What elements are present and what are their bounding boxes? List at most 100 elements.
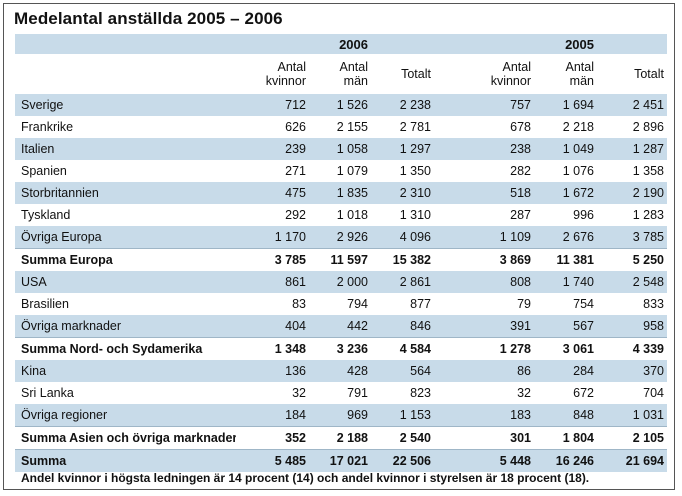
year-header-row: 2006 2005: [15, 34, 667, 54]
cell-total-2006: 4 096: [371, 226, 434, 249]
cell-total-2005: 833: [643, 297, 664, 311]
document-frame: Medelantal anställda 2005 – 2006 2006 20…: [3, 3, 675, 490]
table-row: USA 861 2 000 2 861 808 1 740 2 548: [15, 271, 667, 293]
cell-women-2005: 808: [434, 271, 534, 293]
cell-total-2006: 846: [371, 315, 434, 338]
cell-women-2006: 184: [236, 404, 309, 427]
cell-women-2006: 292: [285, 208, 306, 222]
col-women-line2: kvinnor: [490, 74, 531, 88]
table-body: 2006 2005 Antal kvinnor Antal män Totalt A…: [15, 34, 667, 472]
cell-men-2005: 1 076: [562, 164, 594, 178]
cell-total-2005: 2 548: [597, 271, 667, 293]
cell-total-2006: 22 506: [371, 449, 434, 472]
cell-men-2005: 1 740: [534, 271, 597, 293]
row-label: Sverige: [15, 94, 236, 116]
cell-men-2005: 567: [534, 315, 597, 338]
cell-men-2006: 17 021: [309, 449, 371, 472]
row-label: USA: [15, 271, 236, 293]
table-summary-row: Summa Europa 3 785 11 597 15 382 3 869 11 381…: [15, 248, 667, 271]
year-2005-label: 2005: [534, 34, 597, 54]
cell-men-2006: 969: [309, 404, 371, 427]
table-row: Övriga regioner 184 969 1 153 183 848 1 031: [15, 404, 667, 427]
cell-total-2005: 1 031: [597, 404, 667, 427]
cell-total-2006: 823: [410, 386, 431, 400]
row-label: Italien: [15, 138, 236, 160]
cell-women-2006: 271: [285, 164, 306, 178]
cell-total-2006: 1 297: [371, 138, 434, 160]
cell-men-2006: 428: [309, 360, 371, 382]
cell-total-2005: 5 250: [597, 248, 667, 271]
cell-men-2006: 791: [347, 386, 368, 400]
cell-total-2006: 1 310: [399, 208, 431, 222]
cell-women-2005: 1 278: [434, 337, 534, 360]
cell-women-2006: 352: [236, 426, 309, 450]
table-row: Sverige 712 1 526 2 238 757 1 694 2 451: [15, 94, 667, 116]
row-label: Frankrike: [21, 120, 74, 134]
cell-women-2005: 79: [517, 297, 531, 311]
cell-women-2005: 86: [434, 360, 534, 382]
cell-total-2006: 15 382: [371, 248, 434, 271]
cell-men-2006: 3 236: [309, 337, 371, 360]
cell-total-2006: 2 781: [399, 120, 431, 134]
cell-men-2005: 1 049: [534, 138, 597, 160]
cell-men-2006: 794: [347, 297, 368, 311]
year-header-spacer: [597, 34, 667, 54]
table-row: Övriga marknader 404 442 846 391 567 958: [15, 315, 667, 338]
table-row: Storbritannien 475 1 835 2 310 518 1 672 2 190: [15, 182, 667, 204]
cell-total-2006: 877: [410, 297, 431, 311]
cell-total-2005: 370: [597, 360, 667, 382]
cell-men-2006: 11 597: [309, 248, 371, 271]
col-women-line1: Antal: [502, 60, 532, 74]
cell-total-2005: 2 896: [632, 120, 664, 134]
col-men-line2: män: [569, 74, 594, 88]
cell-women-2006: 1 348: [236, 337, 309, 360]
cell-women-2005: 183: [434, 404, 534, 427]
cell-men-2005: 1 694: [534, 94, 597, 116]
table-summary-row: Summa 5 485 17 021 22 506 5 448 16 246 21 694: [15, 449, 667, 472]
cell-men-2005: 11 381: [534, 248, 597, 271]
table-row: Italien 239 1 058 1 297 238 1 049 1 287: [15, 138, 667, 160]
cell-men-2005: 996: [573, 208, 594, 222]
table-row: Sri Lanka 32 791 823 32 672 704: [15, 382, 667, 404]
year-header-spacer: [15, 34, 236, 54]
row-label: Övriga regioner: [15, 404, 236, 427]
year-header-spacer: [236, 34, 309, 54]
cell-women-2006: 3 785: [236, 248, 309, 271]
cell-total-2006: 1 153: [371, 404, 434, 427]
cell-men-2006: 1 058: [309, 138, 371, 160]
cell-women-2006: 32: [292, 386, 306, 400]
cell-women-2005: 757: [434, 94, 534, 116]
col-women-line1: Antal: [277, 60, 307, 74]
cell-total-2005: 2 190: [597, 182, 667, 204]
row-label: Storbritannien: [15, 182, 236, 204]
cell-total-2006: 4 584: [371, 337, 434, 360]
cell-men-2006: 2 000: [309, 271, 371, 293]
cell-total-2006: 564: [371, 360, 434, 382]
cell-women-2005: 391: [434, 315, 534, 338]
cell-men-2005: 2 676: [534, 226, 597, 249]
cell-men-2005: 1 804: [534, 426, 597, 450]
cell-men-2006: 442: [309, 315, 371, 338]
cell-women-2005: 1 109: [434, 226, 534, 249]
row-label: Sri Lanka: [21, 386, 74, 400]
cell-men-2006: 1 526: [309, 94, 371, 116]
cell-total-2005: 704: [643, 386, 664, 400]
col-men-line1: Antal: [565, 60, 595, 74]
table-row: Brasilien 83 794 877 79 754 833: [15, 293, 667, 315]
table-summary-row: Summa Asien och övriga marknader 352 2 188…: [15, 426, 667, 450]
cell-total-2005: 21 694: [597, 449, 667, 472]
cell-women-2005: 678: [510, 120, 531, 134]
cell-men-2006: 2 188: [309, 426, 371, 450]
row-label: Tyskland: [21, 208, 71, 222]
cell-women-2006: 1 170: [236, 226, 309, 249]
cell-men-2005: 848: [534, 404, 597, 427]
page-title: Medelantal anställda 2005 – 2006: [14, 9, 283, 28]
col-women-line2: kvinnor: [265, 74, 306, 88]
col-women-2006: Antal kvinnor: [236, 54, 309, 94]
cell-men-2006: 2 926: [309, 226, 371, 249]
table-row: Övriga Europa 1 170 2 926 4 096 1 109 2 676 3 …: [15, 226, 667, 249]
cell-men-2005: 16 246: [534, 449, 597, 472]
cell-women-2005: 32: [517, 386, 531, 400]
cell-women-2006: 404: [236, 315, 309, 338]
column-header-row: Antal kvinnor Antal män Totalt Antal kvinno…: [15, 54, 667, 94]
